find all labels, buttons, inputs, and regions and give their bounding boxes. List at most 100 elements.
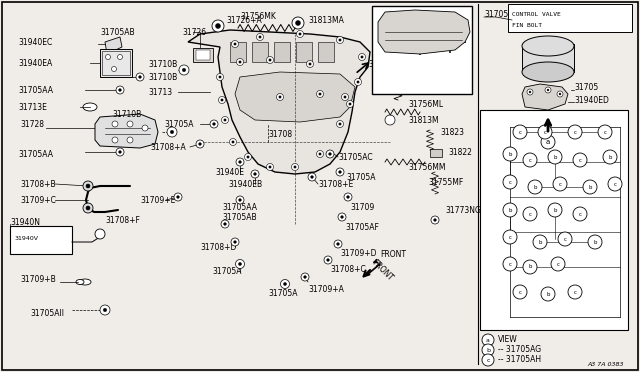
Text: b: b: [553, 208, 557, 212]
Text: 31708+F: 31708+F: [105, 215, 140, 224]
Text: 31756MM: 31756MM: [408, 163, 445, 171]
Text: 31755ME: 31755ME: [408, 76, 444, 84]
Text: 31708+D: 31708+D: [200, 243, 236, 251]
Text: 31705AA: 31705AA: [18, 150, 53, 158]
Text: 31705AF: 31705AF: [345, 222, 379, 231]
Circle shape: [136, 73, 144, 81]
Text: 31773NG: 31773NG: [445, 205, 481, 215]
Circle shape: [106, 55, 111, 60]
Circle shape: [279, 96, 281, 98]
Text: 31705AC: 31705AC: [338, 153, 372, 161]
Circle shape: [409, 11, 411, 13]
Text: 31726: 31726: [182, 28, 206, 36]
Circle shape: [433, 219, 436, 221]
Text: -- 31705AG: -- 31705AG: [498, 346, 541, 355]
Circle shape: [326, 150, 334, 158]
Circle shape: [431, 216, 439, 224]
Bar: [230, 42, 246, 62]
Circle shape: [603, 150, 617, 164]
Text: A3 7A 0383: A3 7A 0383: [588, 362, 624, 366]
Text: VIEW: VIEW: [498, 336, 518, 344]
Circle shape: [342, 93, 349, 100]
Circle shape: [449, 51, 451, 53]
Text: 31708+B: 31708+B: [20, 180, 56, 189]
Text: 31823: 31823: [440, 128, 464, 137]
Text: c: c: [579, 157, 582, 163]
Circle shape: [237, 58, 243, 65]
Circle shape: [182, 68, 186, 72]
Circle shape: [244, 154, 252, 160]
Circle shape: [257, 33, 264, 41]
Text: CONTROL VALVE: CONTROL VALVE: [512, 12, 561, 16]
Circle shape: [337, 243, 339, 246]
Circle shape: [310, 176, 314, 179]
Circle shape: [463, 39, 467, 45]
Circle shape: [292, 17, 304, 29]
Bar: [10, 226, 72, 254]
Circle shape: [387, 45, 392, 49]
Text: 31705AB: 31705AB: [100, 28, 134, 36]
Polygon shape: [188, 30, 370, 174]
Text: 31710B: 31710B: [112, 109, 141, 119]
Circle shape: [308, 63, 311, 65]
Text: 31713: 31713: [148, 87, 172, 96]
Text: 31813MA: 31813MA: [308, 16, 344, 25]
Text: b: b: [508, 151, 512, 157]
Circle shape: [236, 158, 244, 166]
Circle shape: [347, 196, 349, 198]
Circle shape: [541, 287, 555, 301]
Bar: [296, 42, 312, 62]
Text: 31708: 31708: [268, 129, 292, 138]
Circle shape: [221, 116, 228, 124]
Circle shape: [541, 135, 555, 149]
Polygon shape: [522, 84, 568, 110]
Circle shape: [389, 16, 391, 18]
Circle shape: [319, 93, 321, 95]
Circle shape: [527, 89, 533, 95]
Circle shape: [355, 78, 362, 86]
Circle shape: [528, 180, 542, 194]
Text: a: a: [486, 337, 490, 343]
Text: b: b: [528, 264, 532, 269]
Bar: [318, 42, 334, 62]
Circle shape: [231, 238, 239, 246]
Text: 31710B: 31710B: [148, 73, 177, 81]
Circle shape: [419, 53, 421, 55]
Circle shape: [503, 257, 517, 271]
Circle shape: [280, 279, 289, 289]
Text: c: c: [573, 129, 577, 135]
Circle shape: [223, 222, 227, 225]
Circle shape: [83, 203, 93, 213]
Circle shape: [212, 123, 216, 125]
Circle shape: [86, 206, 90, 210]
Circle shape: [307, 61, 314, 67]
Circle shape: [221, 99, 223, 101]
Text: b: b: [588, 185, 592, 189]
Text: c: c: [559, 182, 561, 186]
Text: 31705A: 31705A: [164, 119, 193, 128]
Circle shape: [266, 164, 273, 170]
Text: 31709+A: 31709+A: [308, 285, 344, 295]
Circle shape: [234, 43, 236, 45]
Ellipse shape: [522, 62, 574, 82]
Bar: [508, 4, 632, 32]
Circle shape: [513, 125, 527, 139]
Circle shape: [523, 207, 537, 221]
Circle shape: [167, 127, 177, 137]
Circle shape: [296, 31, 303, 38]
Circle shape: [284, 282, 287, 286]
Circle shape: [439, 13, 441, 15]
Text: c: c: [543, 129, 547, 135]
Circle shape: [230, 138, 237, 145]
Text: b: b: [508, 208, 512, 212]
Text: 31705AII: 31705AII: [30, 310, 64, 318]
Text: 31708+C: 31708+C: [330, 266, 365, 275]
Circle shape: [218, 96, 225, 103]
Circle shape: [573, 207, 587, 221]
Text: 31940EA: 31940EA: [18, 58, 52, 67]
Circle shape: [127, 137, 133, 143]
Text: b: b: [547, 292, 550, 296]
Circle shape: [389, 46, 391, 48]
Circle shape: [301, 273, 309, 281]
Circle shape: [95, 229, 105, 239]
